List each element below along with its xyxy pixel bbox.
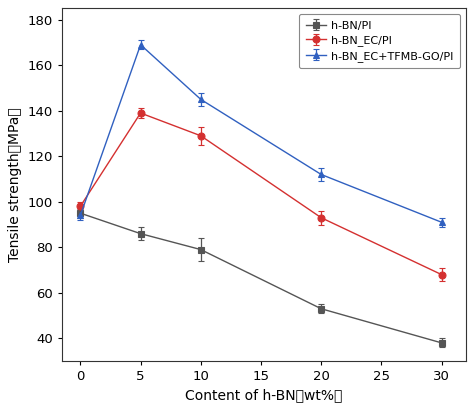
Legend: h-BN/PI, h-BN_EC/PI, h-BN_EC+TFMB-GO/PI: h-BN/PI, h-BN_EC/PI, h-BN_EC+TFMB-GO/PI — [299, 14, 460, 68]
X-axis label: Content of h-BN（wt%）: Content of h-BN（wt%） — [185, 389, 343, 403]
Y-axis label: Tensile strength（MPa）: Tensile strength（MPa） — [9, 107, 22, 262]
